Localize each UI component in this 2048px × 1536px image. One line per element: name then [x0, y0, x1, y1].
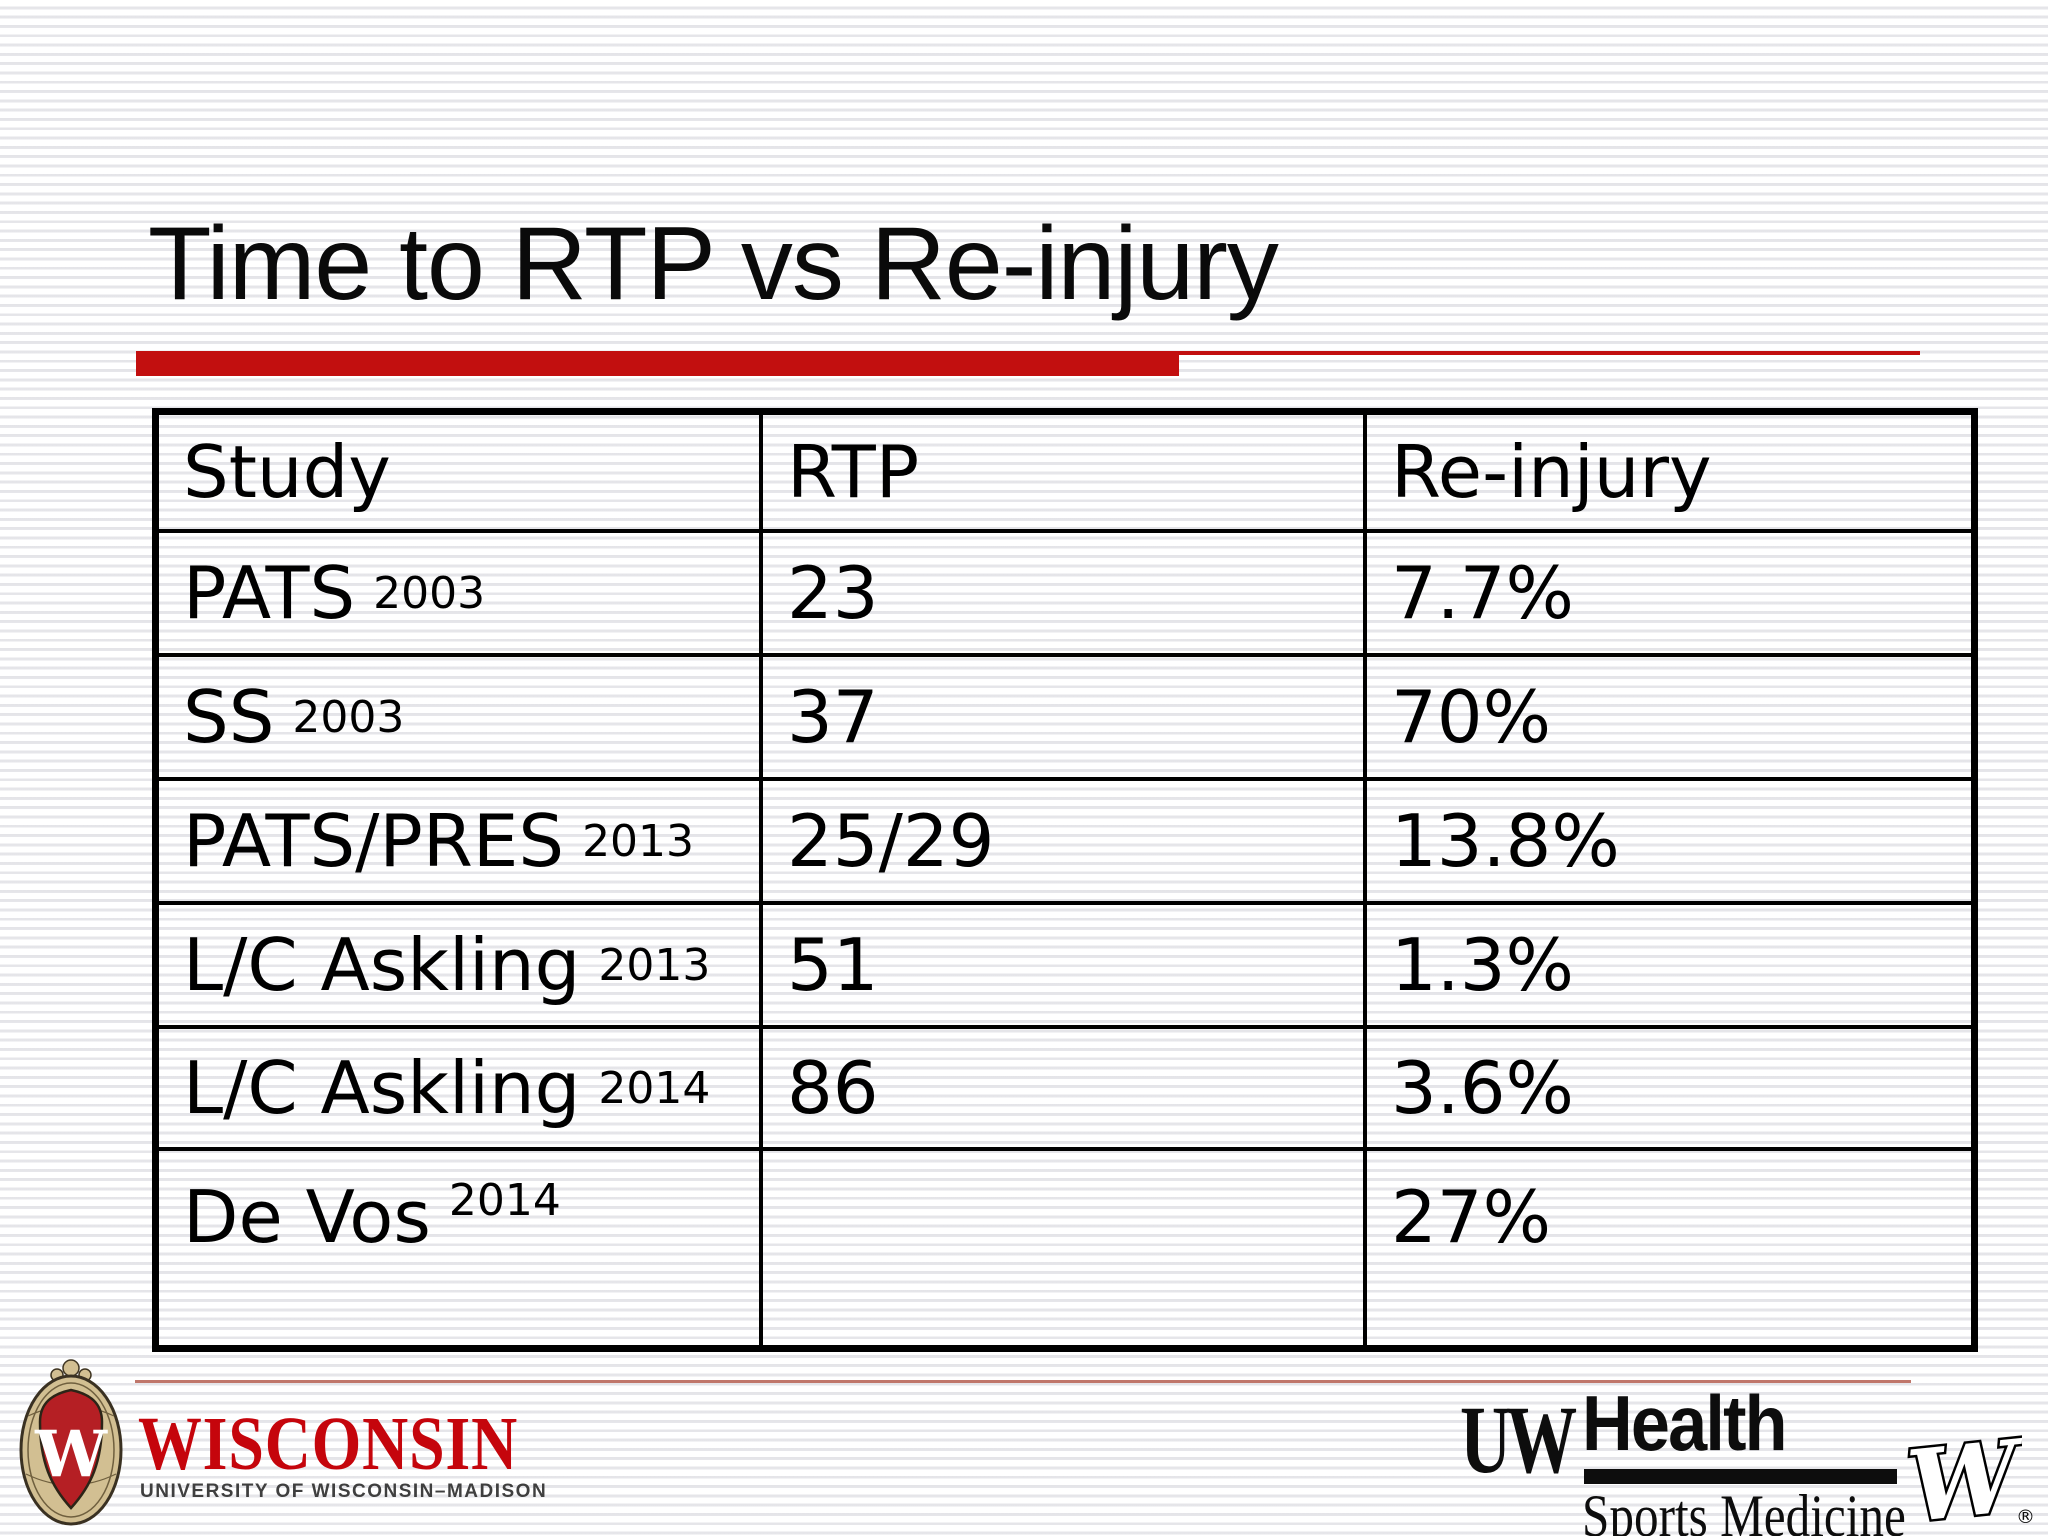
table-row-cell-reinjury: 70% — [1367, 657, 1971, 781]
table-row-cell-reinjury: 27% — [1367, 1151, 1971, 1345]
table-row-cell-study: PATS/PRES 2013 — [159, 781, 763, 905]
header-study-label: Study — [183, 430, 391, 514]
table-row-cell-rtp: 86 — [763, 1029, 1367, 1151]
reinjury-value: 13.8% — [1391, 799, 1620, 883]
table-row-cell-reinjury: 13.8% — [1367, 781, 1971, 905]
reinjury-value: 70% — [1391, 675, 1552, 759]
uw-crest-icon: W — [19, 1359, 123, 1526]
reinjury-value: 7.7% — [1391, 551, 1574, 635]
table-row-cell-study: PATS 2003 — [159, 533, 763, 657]
header-rtp-label: RTP — [787, 430, 920, 514]
table-row-cell-study: L/C Askling 2013 — [159, 905, 763, 1029]
table-row-cell-rtp — [763, 1151, 1367, 1345]
table-row-cell-reinjury: 7.7% — [1367, 533, 1971, 657]
study-name: PATS — [183, 551, 356, 635]
study-year: 2014 — [448, 1175, 561, 1226]
rtp-value: 51 — [787, 923, 879, 1007]
study-name: L/C Askling — [183, 923, 581, 1007]
slide-title: Time to RTP vs Re-injury — [148, 206, 1279, 322]
rtp-value: 37 — [787, 675, 879, 759]
reinjury-value: 1.3% — [1391, 923, 1574, 1007]
study-year: 2014 — [598, 1062, 711, 1114]
results-table: Study RTP Re-injury PATS 2003 23 7.7% SS 2… — [152, 408, 1978, 1352]
table-row-cell-study: L/C Askling 2014 — [159, 1029, 763, 1151]
uwhealth-underline-bar — [1584, 1469, 1897, 1484]
study-name: De Vos — [183, 1175, 431, 1259]
study-name: PATS/PRES — [183, 799, 565, 883]
uwhealth-department-text: Sports Medicine — [1582, 1483, 1906, 1536]
table-row-cell-reinjury: 3.6% — [1367, 1029, 1971, 1151]
motion-w-letter: W — [1903, 1424, 2022, 1534]
study-year: 2013 — [582, 815, 695, 867]
table-row-cell-study: SS 2003 — [159, 657, 763, 781]
title-underline-bar — [136, 351, 1179, 376]
rtp-value: 25/29 — [787, 799, 995, 883]
study-name: L/C Askling — [183, 1046, 581, 1130]
rtp-value: 23 — [787, 551, 879, 635]
study-year: 2003 — [292, 691, 405, 743]
table-header-reinjury: Re-injury — [1367, 415, 1971, 533]
table-header-study: Study — [159, 415, 763, 533]
table-row-cell-reinjury: 1.3% — [1367, 905, 1971, 1029]
study-name: SS — [183, 675, 275, 759]
footer-rule — [135, 1380, 1911, 1383]
table-row-cell-rtp: 25/29 — [763, 781, 1367, 905]
registered-trademark-symbol: ® — [2016, 1506, 2035, 1528]
table-row-cell-rtp: 51 — [763, 905, 1367, 1029]
header-reinjury-label: Re-injury — [1391, 430, 1712, 514]
rtp-value: 86 — [787, 1046, 879, 1130]
wisconsin-wordmark: WISCONSIN — [138, 1402, 519, 1486]
reinjury-value: 27% — [1391, 1175, 1552, 1259]
table-row-cell-study: De Vos 2014 — [159, 1151, 763, 1345]
table-header-rtp: RTP — [763, 415, 1367, 533]
table-row-cell-rtp: 37 — [763, 657, 1367, 781]
wisconsin-subtitle: UNIVERSITY OF WISCONSIN–MADISON — [140, 1481, 548, 1502]
table-row-cell-rtp: 23 — [763, 533, 1367, 657]
study-year: 2003 — [373, 567, 486, 619]
title-underline-rule — [1179, 351, 1920, 355]
uwhealth-health-text: Health — [1582, 1379, 1788, 1467]
uwhealth-uw-text: UW — [1460, 1386, 1577, 1493]
reinjury-value: 3.6% — [1391, 1046, 1574, 1130]
motion-w-icon: W — [1900, 1424, 2022, 1534]
study-year: 2013 — [598, 939, 711, 991]
crest-w-letter: W — [34, 1417, 108, 1492]
